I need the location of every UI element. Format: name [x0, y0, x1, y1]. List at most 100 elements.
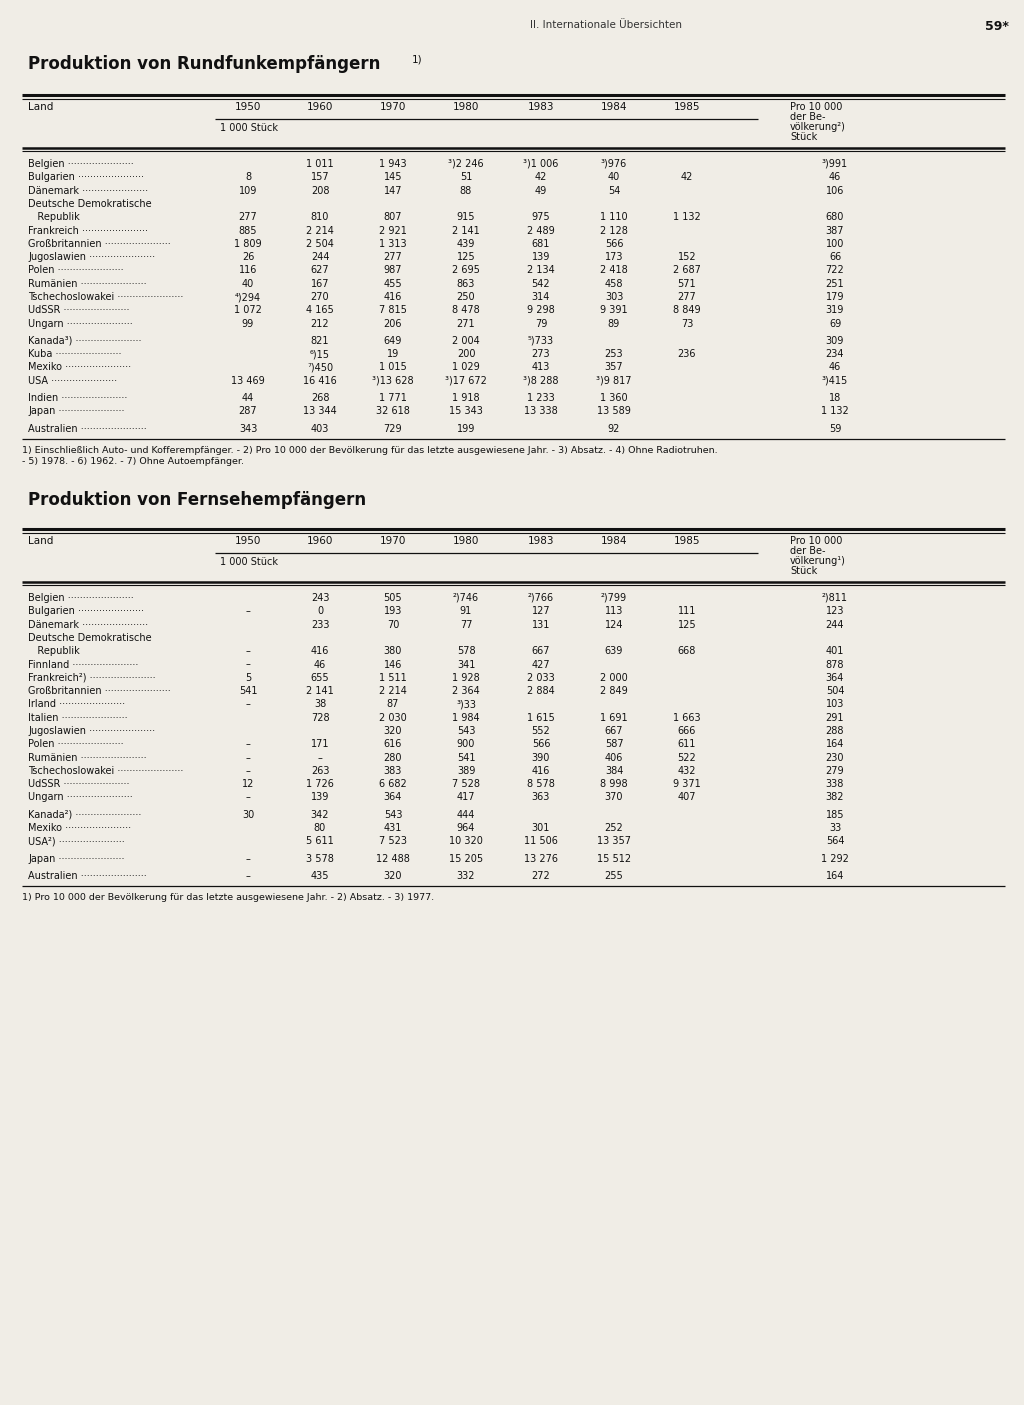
Text: 427: 427: [531, 659, 550, 670]
Text: Republik: Republik: [28, 646, 80, 656]
Text: 73: 73: [681, 319, 693, 329]
Text: 5 611: 5 611: [306, 836, 334, 846]
Text: 279: 279: [825, 766, 845, 776]
Text: 139: 139: [311, 792, 329, 802]
Text: 131: 131: [531, 620, 550, 629]
Text: 171: 171: [310, 739, 330, 749]
Text: 234: 234: [825, 350, 844, 360]
Text: 253: 253: [605, 350, 624, 360]
Text: 2 884: 2 884: [527, 686, 555, 695]
Text: 807: 807: [384, 212, 402, 222]
Text: 111: 111: [678, 607, 696, 617]
Text: 15 512: 15 512: [597, 854, 631, 864]
Text: 44: 44: [242, 393, 254, 403]
Text: 9 298: 9 298: [527, 305, 555, 315]
Text: 1 615: 1 615: [527, 712, 555, 722]
Text: 6 682: 6 682: [379, 780, 407, 790]
Text: ⁵)733: ⁵)733: [528, 336, 554, 346]
Text: 40: 40: [608, 173, 621, 183]
Text: Italien ······················: Italien ······················: [28, 712, 128, 722]
Text: 2 364: 2 364: [453, 686, 480, 695]
Text: Tschechoslowakei ······················: Tschechoslowakei ······················: [28, 292, 183, 302]
Text: 18: 18: [828, 393, 841, 403]
Text: 413: 413: [531, 362, 550, 372]
Text: 587: 587: [605, 739, 624, 749]
Text: 26: 26: [242, 251, 254, 263]
Text: 212: 212: [310, 319, 330, 329]
Text: 1) Einschließlich Auto- und Kofferempfänger. - 2) Pro 10 000 der Bevölkerung für: 1) Einschließlich Auto- und Kofferempfän…: [22, 445, 718, 455]
Text: 173: 173: [605, 251, 624, 263]
Text: 2 128: 2 128: [600, 225, 628, 236]
Text: 390: 390: [531, 753, 550, 763]
Text: 109: 109: [239, 185, 257, 195]
Text: Belgien ······················: Belgien ······················: [28, 593, 134, 603]
Text: 2 030: 2 030: [379, 712, 407, 722]
Text: 12 488: 12 488: [376, 854, 410, 864]
Text: Irland ······················: Irland ······················: [28, 700, 125, 710]
Text: UdSSR ······················: UdSSR ······················: [28, 305, 129, 315]
Text: 2 695: 2 695: [452, 266, 480, 275]
Text: Kanada³) ······················: Kanada³) ······················: [28, 336, 141, 346]
Text: 251: 251: [825, 278, 845, 288]
Text: Deutsche Demokratische: Deutsche Demokratische: [28, 200, 152, 209]
Text: Rumänien ······················: Rumänien ······················: [28, 278, 146, 288]
Text: 403: 403: [311, 424, 329, 434]
Text: 8 849: 8 849: [673, 305, 700, 315]
Text: 370: 370: [605, 792, 624, 802]
Text: Belgien ······················: Belgien ······················: [28, 159, 134, 169]
Text: ²)746: ²)746: [453, 593, 479, 603]
Text: 566: 566: [531, 739, 550, 749]
Text: Deutsche Demokratische: Deutsche Demokratische: [28, 632, 152, 643]
Text: 243: 243: [310, 593, 330, 603]
Text: Stück: Stück: [790, 566, 817, 576]
Text: 13 276: 13 276: [524, 854, 558, 864]
Text: 1970: 1970: [380, 535, 407, 547]
Text: 127: 127: [531, 607, 550, 617]
Text: 13 589: 13 589: [597, 406, 631, 416]
Text: ³)991: ³)991: [822, 159, 848, 169]
Text: 244: 244: [825, 620, 844, 629]
Text: Pro 10 000: Pro 10 000: [790, 103, 843, 112]
Text: 139: 139: [531, 251, 550, 263]
Text: 10 320: 10 320: [450, 836, 483, 846]
Text: 66: 66: [828, 251, 841, 263]
Text: 541: 541: [239, 686, 257, 695]
Text: USA ······················: USA ······················: [28, 375, 117, 386]
Text: 616: 616: [384, 739, 402, 749]
Text: 1 984: 1 984: [453, 712, 480, 722]
Text: 1984: 1984: [601, 535, 628, 547]
Text: 1 511: 1 511: [379, 673, 407, 683]
Text: der Be-: der Be-: [790, 112, 825, 122]
Text: 89: 89: [608, 319, 621, 329]
Text: 51: 51: [460, 173, 472, 183]
Text: USA²) ······················: USA²) ······················: [28, 836, 125, 846]
Text: 1 072: 1 072: [234, 305, 262, 315]
Text: 1 691: 1 691: [600, 712, 628, 722]
Text: 1 000 Stück: 1 000 Stück: [220, 124, 278, 133]
Text: Kanada²) ······················: Kanada²) ······················: [28, 809, 141, 819]
Text: 30: 30: [242, 809, 254, 819]
Text: 542: 542: [531, 278, 550, 288]
Text: 566: 566: [605, 239, 624, 249]
Text: 301: 301: [531, 823, 550, 833]
Text: 666: 666: [678, 726, 696, 736]
Text: 80: 80: [314, 823, 326, 833]
Text: 314: 314: [531, 292, 550, 302]
Text: 332: 332: [457, 871, 475, 881]
Text: ³)9 817: ³)9 817: [596, 375, 632, 386]
Text: Großbritannien ······················: Großbritannien ······················: [28, 686, 171, 695]
Text: 1984: 1984: [601, 103, 628, 112]
Text: 1983: 1983: [527, 103, 554, 112]
Text: 38: 38: [314, 700, 326, 710]
Text: 277: 277: [678, 292, 696, 302]
Text: 1985: 1985: [674, 535, 700, 547]
Text: 1970: 1970: [380, 103, 407, 112]
Text: 364: 364: [825, 673, 844, 683]
Text: 273: 273: [531, 350, 550, 360]
Text: 611: 611: [678, 739, 696, 749]
Text: Dänemark ······················: Dänemark ······················: [28, 185, 148, 195]
Text: 9 391: 9 391: [600, 305, 628, 315]
Text: 722: 722: [825, 266, 845, 275]
Text: 185: 185: [825, 809, 844, 819]
Text: 2 004: 2 004: [453, 336, 480, 346]
